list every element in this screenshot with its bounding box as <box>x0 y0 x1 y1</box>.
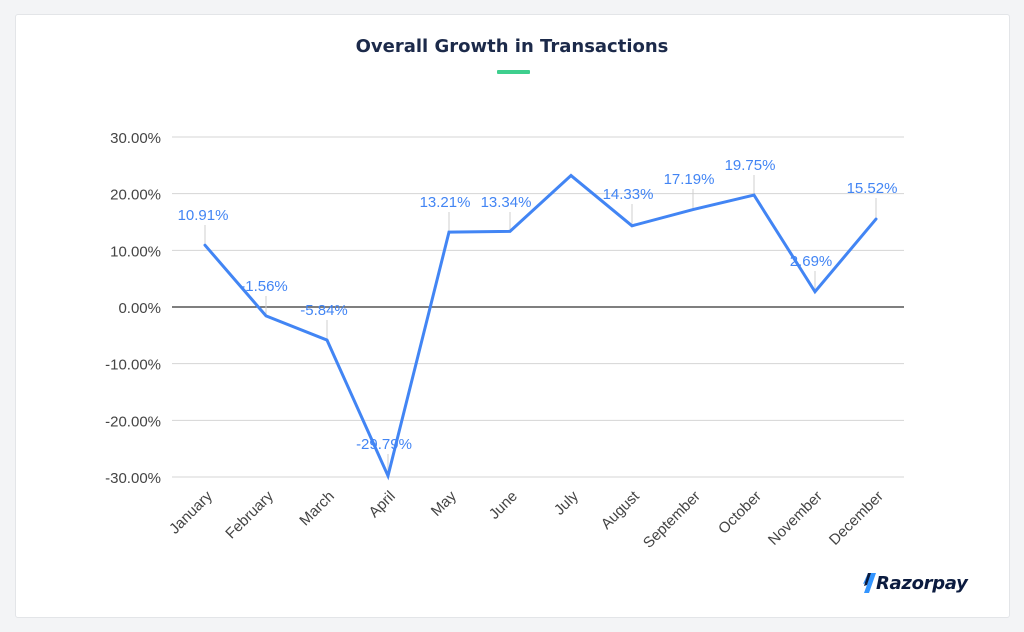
razorpay-logo-icon <box>863 573 876 593</box>
x-tick-label: December <box>826 488 887 549</box>
data-label: -29.79% <box>356 436 412 453</box>
title-accent-bar <box>497 70 530 74</box>
data-label: 2.69% <box>790 253 833 270</box>
data-label: 13.21% <box>420 194 471 211</box>
series-lines <box>203 173 878 481</box>
x-tick-label: January <box>166 487 216 537</box>
series-line <box>203 173 878 481</box>
data-label: 15.52% <box>847 180 898 197</box>
y-tick-label: -30.00% <box>105 470 161 487</box>
y-axis-ticks: 30.00% 20.00% 10.00% 0.00% -10.00% -20.00% -30… <box>105 130 161 487</box>
y-tick-label: 30.00% <box>110 130 161 147</box>
brand-logo: Razorpay <box>862 572 968 594</box>
data-label: 13.34% <box>481 194 532 211</box>
data-label: 14.33% <box>603 186 654 203</box>
data-label: 19.75% <box>725 157 776 174</box>
x-tick-label: May <box>428 487 460 519</box>
label-leader-lines <box>204 175 877 476</box>
x-tick-label: March <box>296 488 337 529</box>
chart-card <box>15 14 1010 618</box>
data-label: 10.91% <box>178 207 229 224</box>
data-label: -1.56% <box>240 278 288 295</box>
y-tick-label: -10.00% <box>105 357 161 374</box>
brand-name: Razorpay <box>876 572 968 594</box>
x-tick-label: February <box>222 487 277 542</box>
x-tick-label: November <box>765 488 826 549</box>
x-tick-label: April <box>366 488 399 521</box>
x-tick-label: September <box>640 488 704 552</box>
x-tick-label: October <box>715 488 765 538</box>
data-label: -5.84% <box>300 302 348 319</box>
x-tick-label: August <box>598 487 644 533</box>
data-labels: 10.91% -1.56% -5.84% -29.79% 13.21% 13.34% 14.… <box>178 157 898 453</box>
data-label: 17.19% <box>664 171 715 188</box>
x-tick-label: July <box>551 487 582 518</box>
chart-title: Overall Growth in Transactions <box>355 36 669 57</box>
grid-lines <box>172 136 904 478</box>
y-tick-label: 20.00% <box>110 187 161 204</box>
y-tick-label: 0.00% <box>118 300 161 317</box>
x-tick-label: June <box>486 488 521 523</box>
y-tick-label: 10.00% <box>110 243 161 260</box>
x-axis-ticks: January February March April May June July Augu… <box>166 487 887 551</box>
y-tick-label: -20.00% <box>105 413 161 430</box>
